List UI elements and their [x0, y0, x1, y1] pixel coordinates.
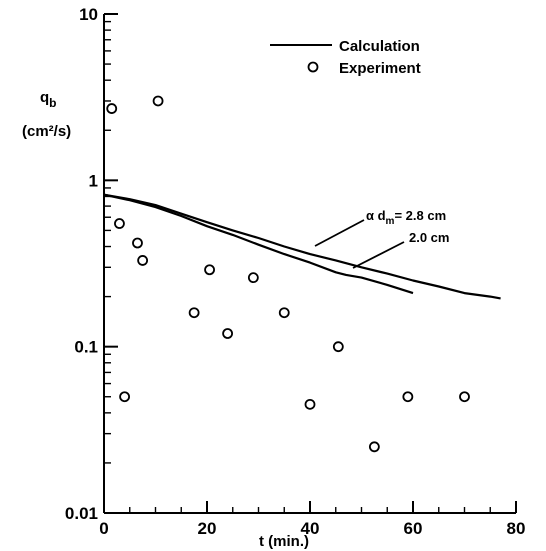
experiment-point — [137, 255, 149, 266]
experiment-point — [119, 391, 130, 403]
tick-labels: 0.01 0.1 1 10 0 20 40 60 80 — [65, 5, 526, 538]
y-axis-title-sub: b — [49, 96, 56, 110]
annotation-label-2-8cm: α dm= 2.8 cm — [366, 208, 446, 227]
experiment-point — [106, 103, 118, 114]
experiment-point — [114, 218, 125, 229]
legend-label-experiment: Experiment — [339, 60, 421, 77]
x-tick-label: 60 — [404, 519, 423, 538]
y-tick-label: 0.1 — [74, 338, 98, 357]
experiment-point — [459, 391, 470, 403]
legend-label-calculation: Calculation — [339, 38, 420, 55]
experiment-point — [204, 264, 215, 276]
calculation-curve-0 — [103, 193, 501, 300]
experiment-point — [247, 272, 259, 284]
legend: Calculation Experiment — [270, 38, 421, 77]
experiment-point — [304, 398, 316, 410]
x-tick-label: 20 — [198, 519, 217, 538]
x-axis-title: t (min.) — [259, 533, 309, 550]
experiment-point — [188, 307, 200, 319]
experiment-point — [222, 328, 234, 339]
y-axis-title-main: q — [40, 89, 49, 106]
y-axis-title: qb — [40, 89, 57, 110]
y-tick-label: 0.01 — [65, 504, 98, 523]
experiment-point — [402, 391, 414, 403]
annotation-leader-2-8cm — [314, 219, 365, 247]
y-tick-label: 10 — [79, 5, 98, 24]
curve-annotations: α dm= 2.8 cm 2.0 cm — [314, 208, 449, 269]
experiment-point — [368, 441, 380, 453]
experiment-point — [278, 307, 290, 319]
experiment-point — [132, 237, 143, 249]
experiment-point — [152, 95, 164, 107]
annotation-label-2-0cm: 2.0 cm — [409, 230, 449, 245]
annotation-leader-2-0cm — [352, 241, 405, 269]
x-tick-label: 80 — [507, 519, 526, 538]
calculation-curves — [103, 193, 501, 300]
experiment-points — [106, 95, 470, 453]
y-tick-label: 1 — [89, 171, 98, 190]
x-tick-label: 40 — [301, 519, 320, 538]
calculation-curve-1 — [103, 193, 414, 295]
y-axis-units: (cm²/s) — [22, 123, 71, 140]
ticks — [103, 13, 517, 514]
legend-circle-marker — [307, 61, 319, 73]
experiment-point — [332, 341, 344, 353]
x-tick-label: 0 — [99, 519, 108, 538]
